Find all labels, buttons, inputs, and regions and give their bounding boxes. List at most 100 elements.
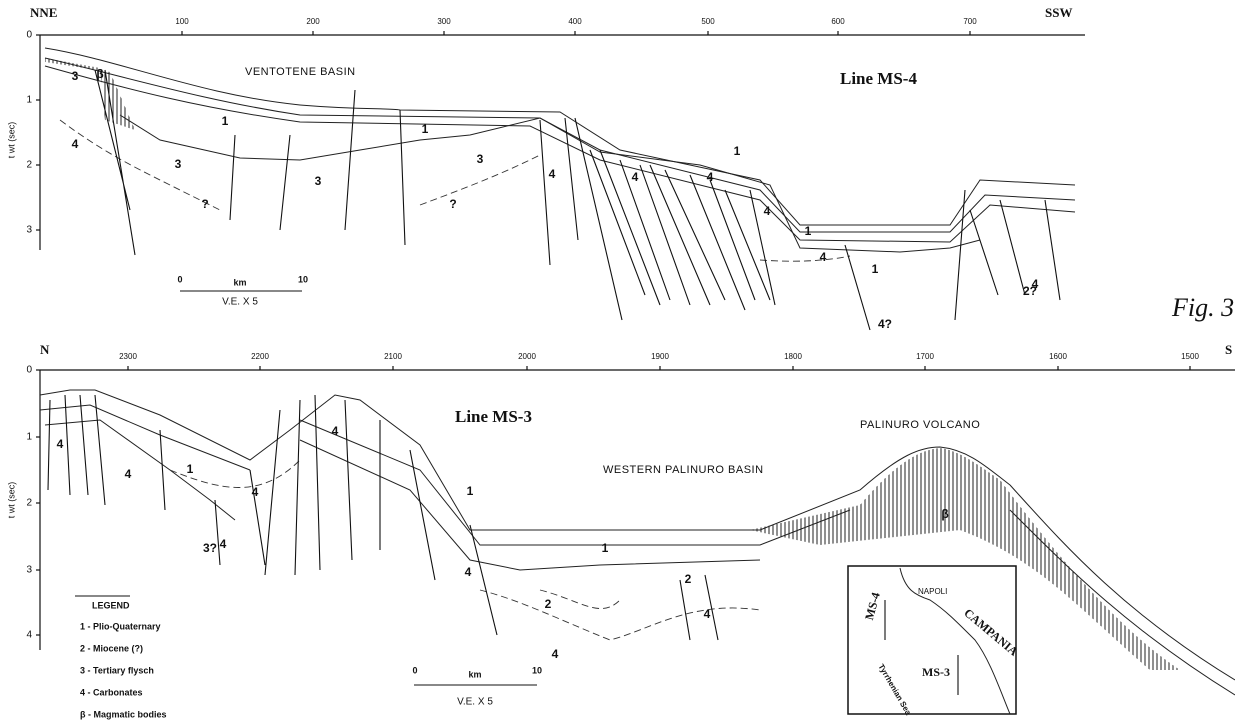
unit-label: 4 [820, 250, 827, 264]
unit-label: 4 [704, 607, 711, 621]
unit-label: 4 [252, 485, 259, 499]
y-tick-label: 1 [26, 95, 32, 106]
unit-label: 3? [203, 541, 217, 555]
unit-label: 1 [602, 541, 609, 555]
unit-label: 1 [222, 114, 229, 128]
unit-label: 4 [549, 167, 556, 181]
figure-label: Fig. 3 [1171, 293, 1234, 322]
section-ms3 [39, 290, 1235, 715]
horizon [44, 419, 761, 571]
legend-title: LEGEND [92, 600, 130, 610]
unit-label: 4 [465, 565, 472, 579]
unit-label: 4 [764, 204, 771, 218]
x-tick-label: 100 [175, 17, 189, 26]
direction-label: SSW [1045, 5, 1072, 20]
seafloor [39, 389, 1235, 681]
coastline [899, 567, 1011, 715]
unit-label: 4 [552, 647, 559, 661]
section-ms4 [39, 34, 1085, 331]
basin-label: WESTERN PALINURO BASIN [603, 464, 764, 476]
unit-label: ? [449, 197, 456, 211]
x-tick-label: 1800 [784, 352, 802, 361]
legend-item: 3 - Tertiary flysch [80, 665, 154, 675]
unit-label: 4 [72, 137, 79, 151]
horizon [119, 114, 981, 253]
direction-label: S [1225, 342, 1232, 357]
horizon [44, 57, 1076, 233]
y-tick-label: 4 [26, 630, 32, 641]
scale-label: V.E. X 5 [222, 297, 258, 308]
x-tick-label: 700 [963, 17, 977, 26]
x-tick-label: 1500 [1181, 352, 1199, 361]
y-tick-label: 1 [26, 432, 32, 443]
unit-label: β [941, 507, 948, 521]
unit-label: 3 [72, 69, 79, 83]
scale-label: 10 [532, 665, 542, 675]
unit-label: β [96, 67, 103, 81]
x-tick-label: 300 [437, 17, 451, 26]
x-tick-label: 1600 [1049, 352, 1067, 361]
horizon [59, 119, 851, 262]
x-tick-label: 200 [306, 17, 320, 26]
scale-label: km [468, 669, 481, 679]
unit-label: 3 [315, 174, 322, 188]
line-title: Line MS-3 [455, 407, 532, 426]
volcano-label: PALINURO VOLCANO [860, 419, 980, 431]
y-axis-label: t wt (sec) [6, 482, 16, 519]
unit-label: 2 [685, 572, 692, 586]
magmatic-body [750, 448, 1180, 670]
unit-label: 1 [422, 122, 429, 136]
unit-label: 4? [878, 317, 892, 331]
legend-item: β - Magmatic bodies [80, 709, 167, 719]
unit-label: 1 [805, 224, 812, 238]
unit-label: 1 [467, 484, 474, 498]
unit-label: 4 [220, 537, 227, 551]
direction-label: N [40, 342, 50, 357]
x-tick-label: 2100 [384, 352, 402, 361]
y-axis-label: t wt (sec) [6, 122, 16, 159]
seafloor [44, 47, 1076, 226]
scale-label: 0 [412, 665, 417, 675]
unit-label: 1 [734, 144, 741, 158]
y-tick-label: 3 [26, 565, 32, 576]
horizon [169, 459, 761, 641]
unit-label: 2 [545, 597, 552, 611]
line-title: Line MS-4 [840, 69, 917, 88]
scale-label: V.E. X 5 [457, 697, 493, 708]
x-tick-label: 600 [831, 17, 845, 26]
x-tick-label: 500 [701, 17, 715, 26]
basin-label: VENTOTENE BASIN [245, 66, 356, 78]
map-label: MS-3 [922, 665, 950, 679]
inset-map [847, 565, 1017, 715]
horizon [44, 65, 1076, 243]
x-tick-label: 400 [568, 17, 582, 26]
y-tick-label: 3 [26, 225, 32, 236]
unit-label: ? [201, 197, 208, 211]
scale-label: 0 [177, 274, 182, 284]
fault [47, 394, 719, 641]
unit-label: 4 [125, 467, 132, 481]
scale-label: km [233, 277, 246, 287]
unit-label: 4 [57, 437, 64, 451]
y-tick-label: 0 [26, 30, 32, 41]
unit-label: 3 [477, 152, 484, 166]
legend-item: 4 - Carbonates [80, 687, 143, 697]
x-tick-label: 1900 [651, 352, 669, 361]
unit-label: 4 [1032, 277, 1039, 291]
unit-label: 4 [632, 170, 639, 184]
unit-label: 4 [332, 424, 339, 438]
scale-label: 10 [298, 274, 308, 284]
y-tick-label: 2 [26, 160, 32, 171]
map-label: NAPOLI [918, 587, 947, 596]
unit-label: 1 [872, 262, 879, 276]
y-tick-label: 0 [26, 365, 32, 376]
y-tick-label: 2 [26, 498, 32, 509]
fault [94, 69, 1061, 331]
unit-label: 4 [707, 170, 714, 184]
unit-label: 3 [175, 157, 182, 171]
x-tick-label: 2300 [119, 352, 137, 361]
legend-item: 1 - Plio-Quaternary [80, 621, 161, 631]
magmatic-body [45, 58, 135, 130]
x-tick-label: 2000 [518, 352, 536, 361]
